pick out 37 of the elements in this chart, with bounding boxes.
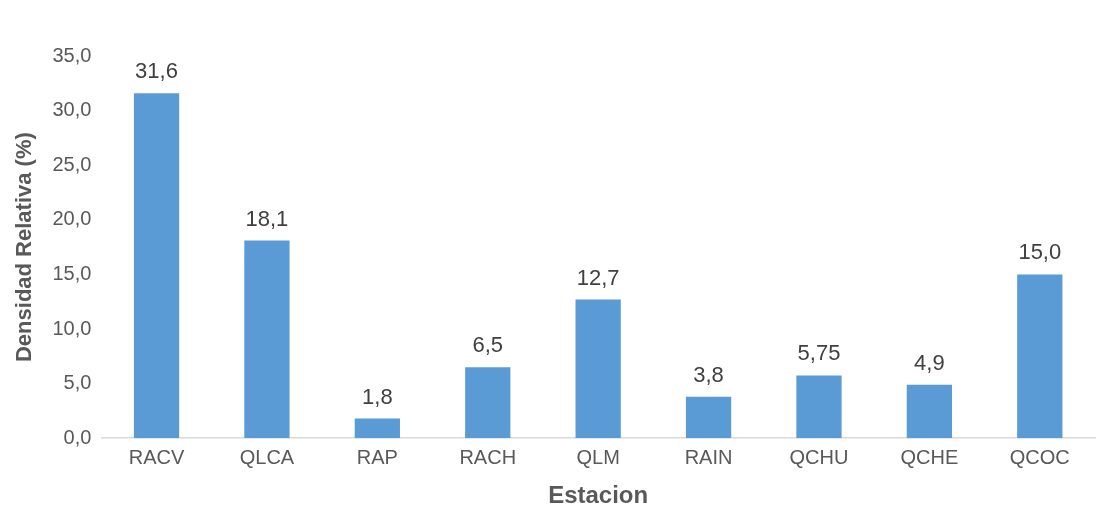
- y-tick-label: 5,0: [63, 371, 92, 394]
- y-tick-label: 20,0: [52, 207, 92, 230]
- y-tick-label: 25,0: [52, 152, 92, 175]
- x-tick-label: RACH: [459, 445, 517, 468]
- x-tick-label: QCOC: [1009, 445, 1070, 468]
- bar: [465, 367, 511, 439]
- data-label: 5,75: [797, 340, 841, 366]
- y-tick-label: 35,0: [52, 43, 92, 66]
- bar: [906, 384, 953, 439]
- x-tick-label: QCHE: [900, 445, 959, 468]
- data-label: 4,9: [914, 349, 945, 375]
- bar: [244, 240, 290, 439]
- x-tick-label: RAIN: [684, 445, 733, 468]
- x-tick-label: QCHU: [789, 445, 849, 468]
- y-tick-label: 0,0: [63, 425, 92, 448]
- data-label: 1,8: [362, 383, 393, 409]
- y-tick-label: 15,0: [52, 261, 92, 284]
- bar: [133, 93, 180, 439]
- y-axis-title: Densidad Relativa (%): [11, 132, 37, 363]
- bar: [575, 299, 621, 439]
- x-axis-title: Estacion: [548, 481, 649, 509]
- data-label: 12,7: [576, 264, 620, 290]
- data-label: 18,1: [245, 205, 289, 231]
- y-tick-label: 10,0: [52, 316, 92, 339]
- data-label: 31,6: [135, 58, 178, 84]
- x-tick-label: QLM: [576, 445, 620, 468]
- data-label: 3,8: [693, 361, 724, 387]
- data-label: 6,5: [472, 332, 504, 358]
- x-tick-label: RACV: [128, 445, 185, 468]
- bar: [685, 396, 732, 439]
- x-tick-label: QLCA: [239, 445, 295, 468]
- x-tick-label: RAP: [356, 445, 398, 468]
- bar: [796, 375, 842, 439]
- data-label: 15,0: [1018, 239, 1062, 265]
- bar: [1017, 274, 1063, 439]
- y-tick-label: 30,0: [52, 98, 92, 121]
- bar: [354, 418, 400, 439]
